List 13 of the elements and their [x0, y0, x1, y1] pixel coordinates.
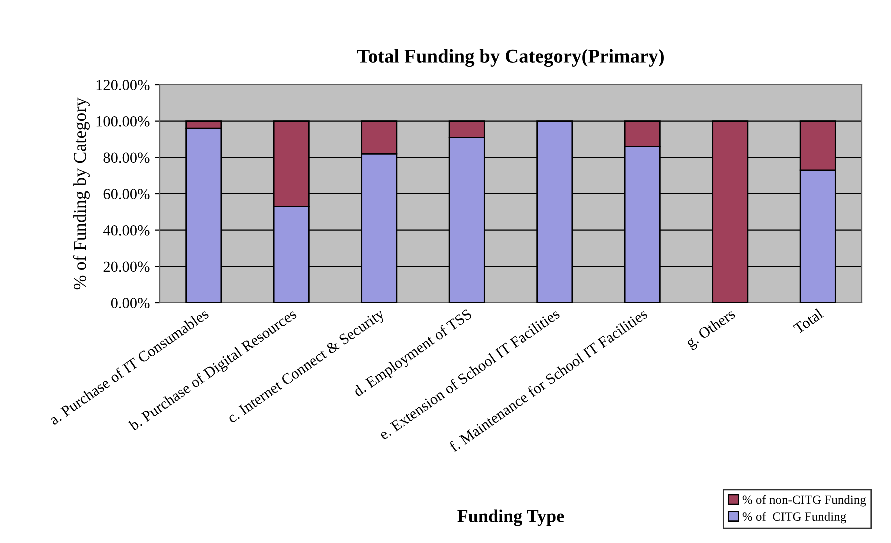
y-tick-label: 40.00% — [103, 225, 150, 236]
chart-title: Total Funding by Category(Primary) — [357, 49, 664, 68]
legend-label: % of non-CITG Funding — [742, 495, 866, 507]
y-tick-label: 20.00% — [104, 262, 150, 272]
y-tick-label: 60.00% — [104, 189, 150, 200]
y-tick-label: 0.00% — [111, 298, 150, 309]
y-tick-label: 80.00% — [104, 152, 150, 164]
x-tick-label: Total — [792, 308, 824, 334]
legend-label: % of CITG Funding — [742, 512, 846, 524]
y-axis-title: % of Funding by Category — [73, 98, 90, 290]
y-tick-label: 100.00% — [96, 116, 150, 127]
y-tick-label: 120.00% — [96, 80, 150, 91]
x-axis-title: Funding Type — [458, 510, 564, 526]
